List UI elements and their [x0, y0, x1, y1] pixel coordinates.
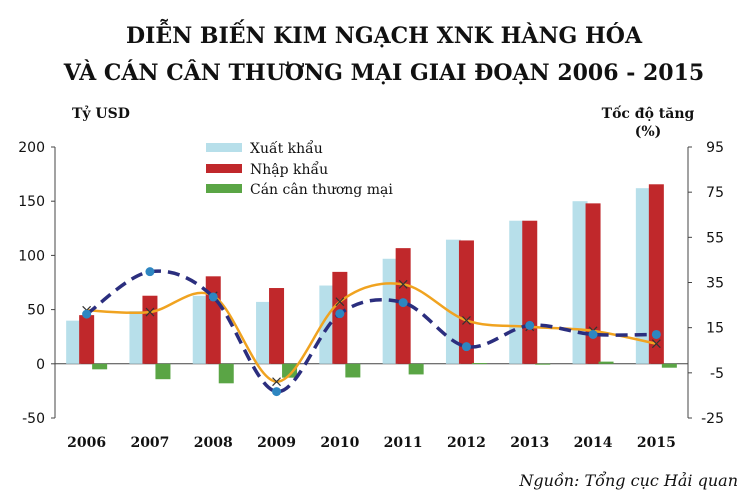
growth-dashed-marker [208, 292, 218, 302]
left-axis-unit: Tỷ USD [72, 105, 130, 122]
chart-title-line-1: DIỄN BIẾN KIM NGẠCH XNK HÀNG HÓA [126, 18, 643, 49]
growth-solid-marker [272, 377, 281, 387]
x-tick-label: 2015 [637, 435, 676, 451]
growth-dashed-marker [398, 298, 408, 308]
x-tick-label: 2010 [320, 435, 359, 451]
right-axis-unit-line-2: (%) [635, 124, 662, 140]
left-tick-label: 100 [18, 248, 45, 264]
growth-dashed-marker [335, 309, 345, 319]
right-tick-label: 35 [706, 276, 724, 292]
right-axis-unit-line-1: Tốc độ tăng [602, 104, 695, 122]
export-bar [635, 188, 651, 364]
legend-swatch [206, 184, 242, 193]
right-tick-label: 15 [706, 321, 724, 337]
balance-bar [155, 363, 171, 380]
growth-dashed-marker [651, 329, 661, 339]
growth-line-solid [86, 282, 657, 383]
legend-label: Cán cân thương mại [250, 182, 393, 198]
growth-line-dashed [85, 269, 657, 394]
x-tick-label: 2012 [447, 435, 486, 451]
right-tick-label: 95 [706, 140, 724, 156]
left-tick-label: -50 [22, 411, 45, 427]
growth-solid-marker [335, 297, 345, 307]
growth-dashed-marker [82, 309, 92, 319]
left-tick-label: 200 [18, 140, 45, 156]
left-tick-label: 150 [18, 194, 45, 210]
export-bar [509, 220, 525, 364]
balance-bar [535, 363, 551, 365]
growth-solid-marker [651, 339, 661, 349]
import-bar [142, 295, 158, 364]
legend-label: Nhập khẩu [250, 160, 328, 178]
balance-bar [218, 363, 234, 384]
growth-dashed-marker [145, 267, 155, 277]
plot-layer: 200 150 100 50 0 -50 95 75 55 35 15 -5 -25 2006 2007 20… [18, 139, 724, 451]
export-bar [382, 258, 398, 364]
growth-solid-marker [398, 279, 408, 289]
export-bar [129, 311, 145, 364]
import-bar [585, 203, 601, 364]
x-tick-label: 2011 [384, 435, 423, 451]
right-tick-label: -5 [710, 366, 724, 382]
import-bar [269, 288, 285, 364]
export-bar [319, 285, 335, 364]
export-bar [192, 295, 208, 364]
growth-dashed-marker [525, 320, 535, 330]
left-tick-label: 0 [36, 357, 45, 373]
x-tick-label: 2008 [194, 435, 233, 451]
x-tick-label: 2013 [510, 435, 549, 451]
export-bar [256, 301, 272, 364]
import-bar [205, 276, 221, 364]
left-tick-label: 50 [27, 303, 45, 319]
right-tick-label: 75 [706, 185, 724, 201]
legend-swatch [206, 143, 242, 152]
growth-dashed-marker [461, 342, 471, 352]
right-tick-label: -25 [701, 411, 724, 427]
import-bar [79, 315, 95, 364]
balance-bar [471, 363, 487, 365]
chart-title-line-2: VÀ CÁN CÂN THƯƠNG MẠI GIAI ĐOẠN 2006 - 2… [63, 59, 704, 86]
import-bar [648, 184, 664, 364]
x-tick-label: 2009 [257, 435, 296, 451]
import-bar [458, 240, 474, 364]
growth-solid-marker [145, 307, 155, 317]
export-bar [66, 320, 82, 364]
x-tick-label: 2006 [67, 435, 106, 451]
balance-bar [345, 363, 361, 378]
growth-dashed-marker [272, 387, 282, 397]
import-bar [522, 220, 538, 364]
balance-bar [598, 361, 614, 364]
balance-bar [282, 363, 298, 378]
balance-bar [92, 363, 108, 370]
legend-swatch [206, 164, 242, 173]
growth-solid-marker [462, 316, 471, 325]
x-tick-label: 2014 [574, 435, 613, 451]
source-note: Nguồn: Tổng cục Hải quan [518, 471, 738, 490]
legend-label: Xuất khẩu [250, 139, 323, 157]
x-tick-label: 2007 [130, 435, 169, 451]
balance-bar [661, 363, 677, 368]
export-bar [445, 239, 461, 364]
balance-bar [408, 363, 424, 375]
export-bar [572, 201, 588, 364]
right-tick-label: 55 [706, 230, 724, 246]
growth-dashed-marker [588, 329, 598, 339]
